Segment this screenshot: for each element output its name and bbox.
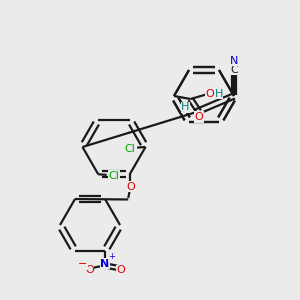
Text: Cl: Cl [124,143,135,154]
Text: O: O [194,112,203,122]
Text: C: C [230,65,238,75]
Text: N: N [230,56,238,66]
Text: O: O [116,265,125,275]
Text: O: O [127,182,136,192]
Text: N: N [100,259,109,269]
Text: O: O [205,89,214,99]
Text: O: O [85,265,94,275]
Text: H: H [214,89,223,99]
Text: +: + [108,253,115,262]
Text: −: − [78,259,88,269]
Text: H: H [181,102,190,112]
Text: Cl: Cl [108,171,119,181]
